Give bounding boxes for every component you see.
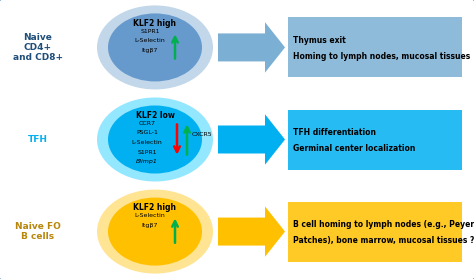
Text: PSGL-1: PSGL-1 — [136, 131, 158, 136]
Ellipse shape — [108, 13, 202, 81]
Text: TFH differentiation: TFH differentiation — [293, 128, 376, 137]
FancyBboxPatch shape — [288, 201, 462, 262]
Text: Germinal center localization: Germinal center localization — [293, 144, 415, 153]
Text: S1PR1: S1PR1 — [140, 29, 160, 34]
Ellipse shape — [108, 198, 202, 266]
Text: Thymus exit: Thymus exit — [293, 36, 346, 45]
Text: Itgβ7: Itgβ7 — [142, 223, 158, 228]
Text: L-Selectin: L-Selectin — [135, 39, 165, 44]
Ellipse shape — [97, 5, 213, 90]
Polygon shape — [218, 114, 285, 165]
Text: Homing to lymph nodes, mucosal tissues: Homing to lymph nodes, mucosal tissues — [293, 52, 470, 61]
Polygon shape — [218, 22, 285, 73]
Text: CCR7: CCR7 — [138, 121, 155, 126]
Text: S1PR1: S1PR1 — [137, 150, 157, 155]
Text: KLF2 high: KLF2 high — [134, 19, 176, 28]
Ellipse shape — [97, 189, 213, 274]
Text: KLF2 low: KLF2 low — [136, 111, 174, 120]
Text: CXCR5: CXCR5 — [192, 132, 213, 137]
Ellipse shape — [108, 105, 202, 174]
Text: KLF2 high: KLF2 high — [134, 203, 176, 212]
Text: L-Selectin: L-Selectin — [135, 213, 165, 218]
Text: B cell homing to lymph nodes (e.g., Peyer's: B cell homing to lymph nodes (e.g., Peye… — [293, 220, 474, 229]
Text: Patches), bone marrow, mucosal tissues ?: Patches), bone marrow, mucosal tissues ? — [293, 236, 474, 245]
Text: Itgβ7: Itgβ7 — [142, 48, 158, 53]
Text: L-Selectin: L-Selectin — [132, 140, 163, 145]
Ellipse shape — [97, 97, 213, 182]
Polygon shape — [218, 206, 285, 257]
Text: TFH: TFH — [28, 135, 48, 144]
Text: Naive
CD4+
and CD8+: Naive CD4+ and CD8+ — [13, 33, 63, 62]
Text: Blimp1: Blimp1 — [136, 159, 158, 164]
FancyBboxPatch shape — [288, 17, 462, 78]
Text: Naive FO
B cells: Naive FO B cells — [15, 222, 61, 241]
FancyBboxPatch shape — [288, 109, 462, 170]
